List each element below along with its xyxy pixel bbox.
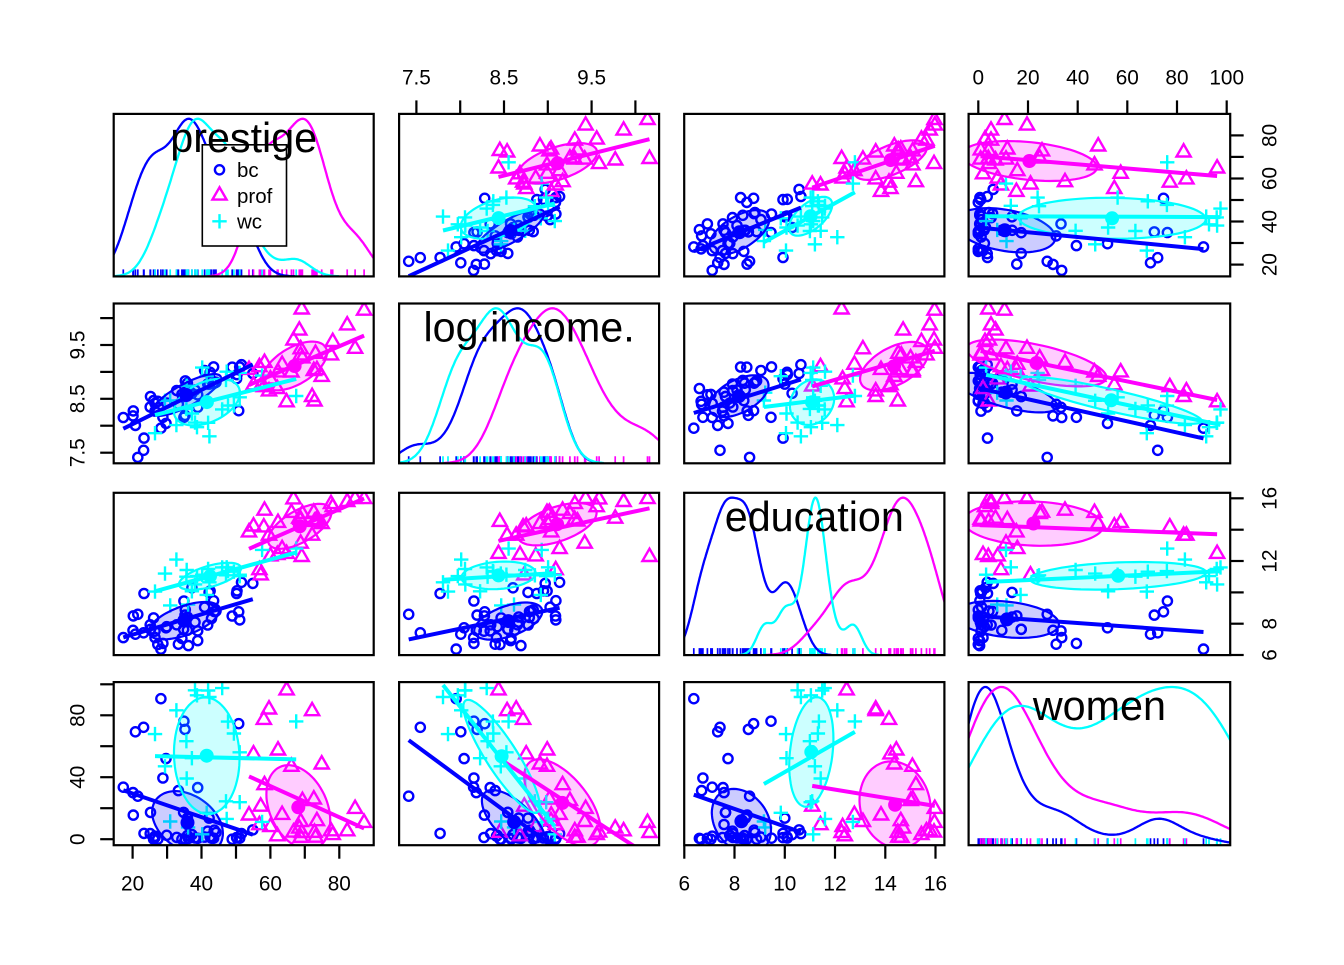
svg-text:80: 80: [67, 704, 90, 727]
svg-text:40: 40: [1066, 67, 1089, 90]
svg-text:8.5: 8.5: [67, 384, 90, 413]
svg-text:80: 80: [1258, 124, 1281, 147]
svg-text:20: 20: [121, 873, 144, 896]
svg-text:16: 16: [1258, 487, 1281, 510]
svg-text:20: 20: [1258, 253, 1281, 276]
svg-text:7.5: 7.5: [402, 67, 431, 90]
svg-text:40: 40: [190, 873, 213, 896]
svg-text:6: 6: [679, 873, 691, 896]
svg-text:10: 10: [773, 873, 796, 896]
svg-text:8.5: 8.5: [490, 67, 519, 90]
svg-text:wc: wc: [236, 211, 262, 234]
svg-text:80: 80: [328, 873, 351, 896]
svg-text:80: 80: [1165, 67, 1188, 90]
svg-text:9.5: 9.5: [67, 331, 90, 360]
svg-text:women: women: [1032, 683, 1166, 729]
svg-text:9.5: 9.5: [577, 67, 606, 90]
svg-text:7.5: 7.5: [67, 438, 90, 467]
svg-text:60: 60: [1116, 67, 1139, 90]
svg-text:education: education: [725, 494, 904, 540]
svg-text:log.income.: log.income.: [424, 305, 635, 351]
svg-text:8: 8: [729, 873, 741, 896]
svg-text:60: 60: [1258, 167, 1281, 190]
svg-text:100: 100: [1209, 67, 1244, 90]
svg-text:0: 0: [67, 833, 90, 845]
svg-text:12: 12: [823, 873, 846, 896]
svg-text:prof: prof: [237, 185, 273, 208]
svg-text:0: 0: [973, 67, 985, 90]
svg-text:prestige: prestige: [170, 115, 317, 161]
svg-text:14: 14: [874, 873, 897, 896]
svg-text:6: 6: [1258, 649, 1281, 661]
svg-text:bc: bc: [237, 159, 259, 182]
svg-text:8: 8: [1258, 618, 1281, 630]
svg-text:40: 40: [1258, 210, 1281, 233]
svg-text:12: 12: [1258, 549, 1281, 572]
svg-text:16: 16: [924, 873, 947, 896]
svg-text:60: 60: [259, 873, 282, 896]
svg-text:20: 20: [1016, 67, 1039, 90]
svg-text:40: 40: [67, 766, 90, 789]
